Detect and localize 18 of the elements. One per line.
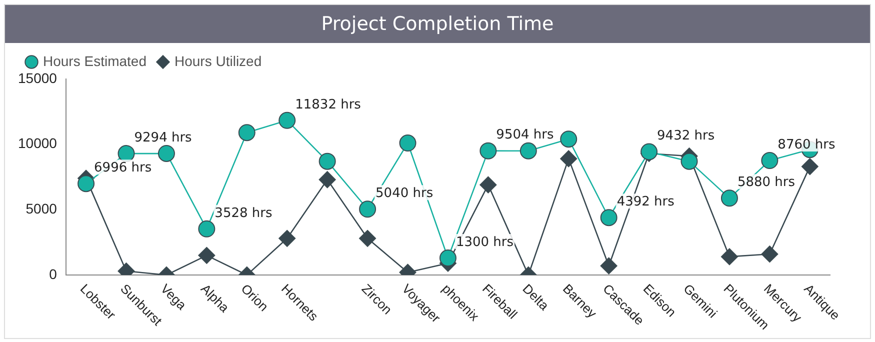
chart-title: Project Completion Time — [5, 5, 870, 43]
legend-label: Hours Utilized — [174, 52, 262, 69]
data-label: 9294 hrs — [134, 130, 192, 146]
y-tick-label: 0 — [49, 266, 58, 282]
legend-label: Hours Estimated — [43, 52, 146, 69]
data-label: 5880 hrs — [737, 175, 796, 190]
y-tick-label: 5000 — [26, 200, 58, 217]
data-label: 11832 hrs — [295, 97, 362, 112]
data-label: 5040 hrs — [376, 186, 434, 202]
data-label: 6996 hrs — [94, 160, 152, 176]
data-label: 9504 hrs — [496, 128, 554, 143]
data-label: 1300 hrs — [456, 234, 514, 250]
data-label: 8760 hrs — [778, 137, 836, 152]
y-tick-label: 10000 — [18, 135, 58, 152]
data-label: 4392 hrs — [616, 194, 675, 210]
data-label: 9432 hrs — [657, 128, 715, 144]
y-tick-label: 15000 — [18, 70, 58, 86]
data-label: 3528 hrs — [214, 206, 272, 221]
